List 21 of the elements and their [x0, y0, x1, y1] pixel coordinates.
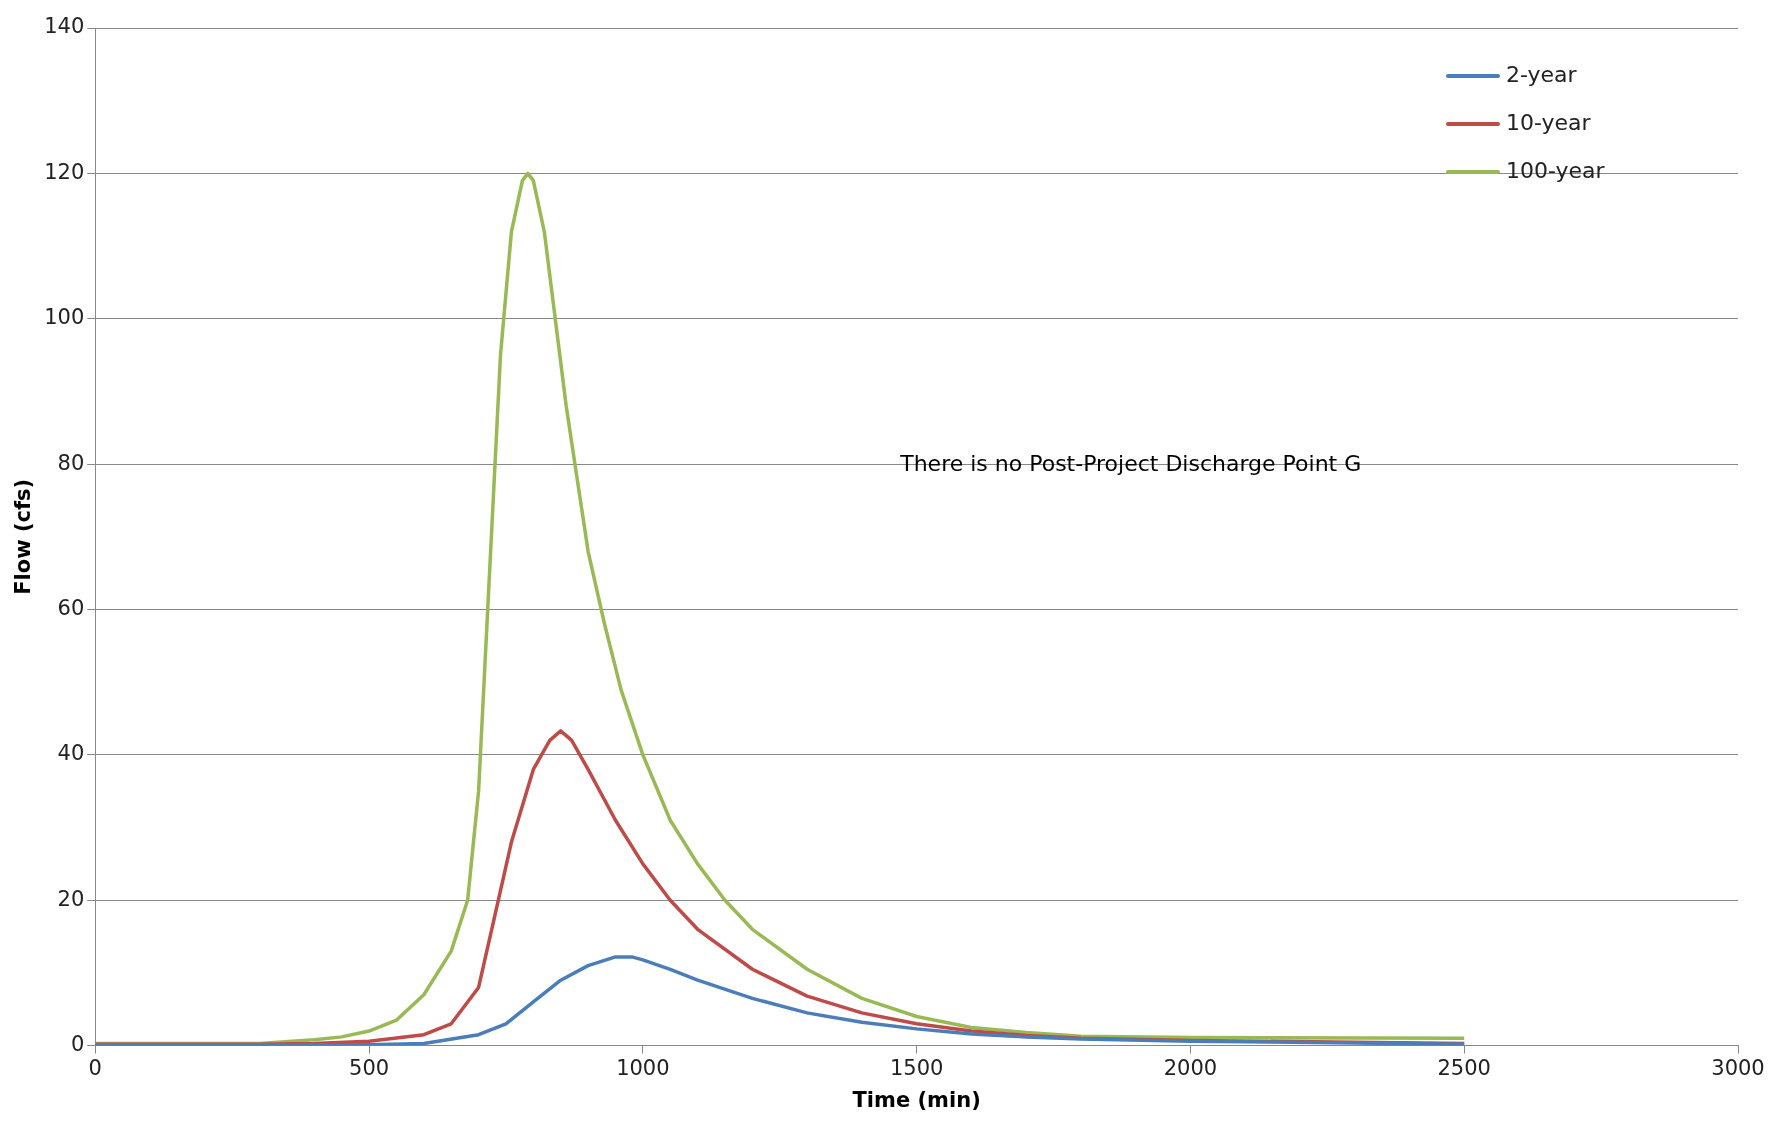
y-tick-label: 140 — [44, 14, 85, 39]
x-tick-label: 1000 — [616, 1055, 670, 1080]
y-tick-label: 80 — [57, 450, 85, 475]
y-tick-label: 100 — [44, 305, 85, 330]
y-tick-label: 120 — [44, 159, 85, 184]
x-axis-title: Time (min) — [852, 1087, 981, 1112]
x-tick-label: 2500 — [1437, 1055, 1491, 1080]
legend-label: 10-year — [1506, 109, 1592, 135]
y-tick-label: 20 — [57, 886, 85, 911]
legend-label: 2-year — [1506, 61, 1578, 87]
x-tick-label: 1500 — [889, 1055, 944, 1080]
y-axis-title: Flow (cfs) — [11, 478, 36, 595]
x-tick-label: 500 — [349, 1055, 390, 1080]
x-tick-label: 3000 — [1711, 1055, 1765, 1080]
y-tick-label: 0 — [70, 1032, 85, 1057]
y-tick-label: 40 — [57, 741, 85, 766]
legend-label: 100-year — [1506, 157, 1606, 183]
x-tick-label: 0 — [88, 1055, 102, 1080]
y-tick-label: 60 — [57, 595, 85, 620]
annotation: There is no Post-Project Discharge Point G — [899, 451, 1362, 477]
x-tick-label: 2000 — [1163, 1055, 1218, 1080]
